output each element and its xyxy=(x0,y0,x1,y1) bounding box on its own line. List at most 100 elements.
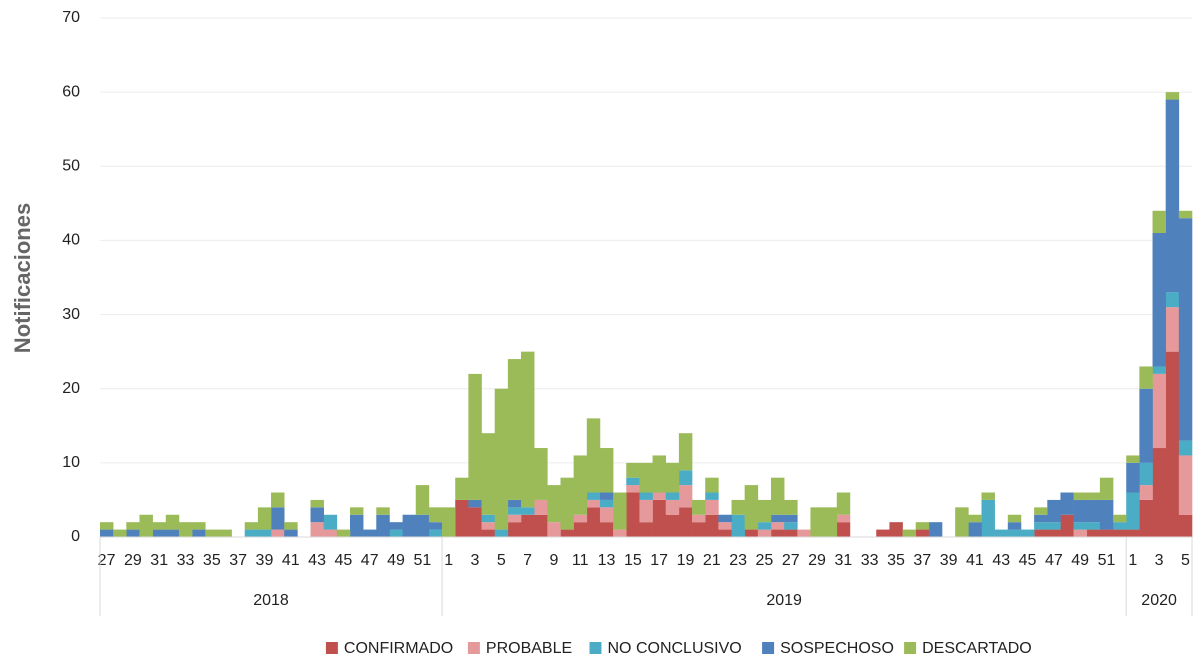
bar-segment xyxy=(692,514,706,523)
y-tick-label: 60 xyxy=(62,83,80,100)
bar-segment xyxy=(192,522,206,530)
bar-segment xyxy=(1086,529,1101,537)
x-tick-label: 29 xyxy=(124,552,142,569)
bar-segment xyxy=(1007,529,1022,537)
bar-segment xyxy=(126,522,140,530)
bar-segment xyxy=(1178,218,1193,441)
y-axis-label: Notificaciones xyxy=(10,203,35,353)
legend-label: SOSPECHOSO xyxy=(780,640,894,657)
x-tick-label: 3 xyxy=(1155,552,1164,569)
bar-segment xyxy=(534,448,548,500)
bar-segment xyxy=(1165,92,1180,100)
bar-segment xyxy=(1073,492,1088,500)
x-tick-label: 1 xyxy=(1128,552,1137,569)
bar-segment xyxy=(823,507,838,537)
bar-segment xyxy=(876,529,890,537)
bar-segment xyxy=(784,529,798,537)
x-tick-label: 31 xyxy=(150,552,168,569)
x-tick-label: 47 xyxy=(1045,552,1063,569)
bar-segment xyxy=(1086,492,1101,500)
bar-segment xyxy=(731,514,745,537)
bar-segment xyxy=(770,514,785,523)
x-tick-label: 39 xyxy=(256,552,274,569)
bar-segment xyxy=(626,477,640,486)
bar-segment xyxy=(534,514,548,537)
x-tick-label: 41 xyxy=(966,552,984,569)
y-tick-label: 70 xyxy=(62,9,80,26)
bar-segment xyxy=(1165,307,1180,352)
bar-segment xyxy=(626,485,640,493)
bar-segment xyxy=(1178,440,1193,456)
y-tick-label: 20 xyxy=(62,380,80,397)
x-tick-label: 23 xyxy=(729,552,747,569)
bar-segment xyxy=(507,514,522,523)
bar-segment xyxy=(784,522,798,530)
x-tick-label: 37 xyxy=(913,552,931,569)
bar-segment xyxy=(1060,514,1074,537)
bar-segment xyxy=(1126,455,1140,463)
bar-segment xyxy=(1060,492,1074,515)
x-tick-label: 25 xyxy=(756,552,774,569)
bar-segment xyxy=(1034,507,1048,515)
bar-segment xyxy=(1007,522,1022,530)
bar-segment xyxy=(1152,448,1166,537)
bar-segment xyxy=(836,522,851,537)
bar-segment xyxy=(889,522,903,537)
bar-segment xyxy=(152,529,167,537)
bar-segment xyxy=(507,522,522,537)
legend-label: NO CONCLUSIVO xyxy=(608,640,742,657)
bar-segment xyxy=(336,529,351,537)
x-tick-label: 5 xyxy=(497,552,506,569)
x-tick-label: 45 xyxy=(1019,552,1037,569)
bar-segment xyxy=(1126,529,1140,537)
x-tick-label: 49 xyxy=(387,552,405,569)
bar-segment xyxy=(481,433,495,515)
bar-segment xyxy=(639,462,653,493)
bar-segment xyxy=(626,492,640,537)
bar-segment xyxy=(205,529,219,537)
bar-segment xyxy=(1152,210,1166,234)
bar-segment xyxy=(428,529,443,537)
bar-segment xyxy=(178,522,193,537)
bar-segment xyxy=(797,529,811,537)
x-tick-label: 19 xyxy=(677,552,695,569)
x-tick-label: 37 xyxy=(229,552,247,569)
bar-segment xyxy=(1152,233,1166,367)
bar-segment xyxy=(692,522,706,537)
bar-segment xyxy=(271,529,285,537)
bar-segment xyxy=(218,529,232,537)
bar-segment xyxy=(915,522,930,530)
bar-segment xyxy=(376,514,390,537)
bar-segment xyxy=(718,522,732,530)
bar-segment xyxy=(257,529,272,537)
x-tick-label: 7 xyxy=(523,552,532,569)
bar-segment xyxy=(1034,514,1048,523)
bar-segment xyxy=(507,507,522,515)
x-tick-label: 51 xyxy=(1098,552,1116,569)
bar-segment xyxy=(323,514,338,530)
x-tick-label: 45 xyxy=(334,552,352,569)
x-tick-label: 43 xyxy=(992,552,1010,569)
x-tick-label: 49 xyxy=(1071,552,1089,569)
bar-segment xyxy=(442,507,456,537)
bar-segment xyxy=(1047,499,1061,523)
bar-segment xyxy=(507,359,522,500)
bar-segment xyxy=(836,492,851,515)
bar-segment xyxy=(599,492,614,500)
bar-segment xyxy=(915,529,930,537)
x-tick-label: 13 xyxy=(598,552,616,569)
bar-segment xyxy=(744,529,759,537)
bar-segment xyxy=(126,529,140,537)
bar-segment xyxy=(165,529,180,537)
x-tick-label: 27 xyxy=(98,552,116,569)
bar-segment xyxy=(573,514,588,523)
x-tick-label: 31 xyxy=(834,552,852,569)
bar-segment xyxy=(1034,529,1048,537)
bar-segment xyxy=(968,514,982,523)
bar-segment xyxy=(1113,529,1127,537)
bar-segment xyxy=(705,514,719,537)
bar-segment xyxy=(757,529,772,537)
bar-segment xyxy=(257,507,272,530)
bar-segment xyxy=(718,514,732,523)
y-tick-label: 50 xyxy=(62,158,80,175)
